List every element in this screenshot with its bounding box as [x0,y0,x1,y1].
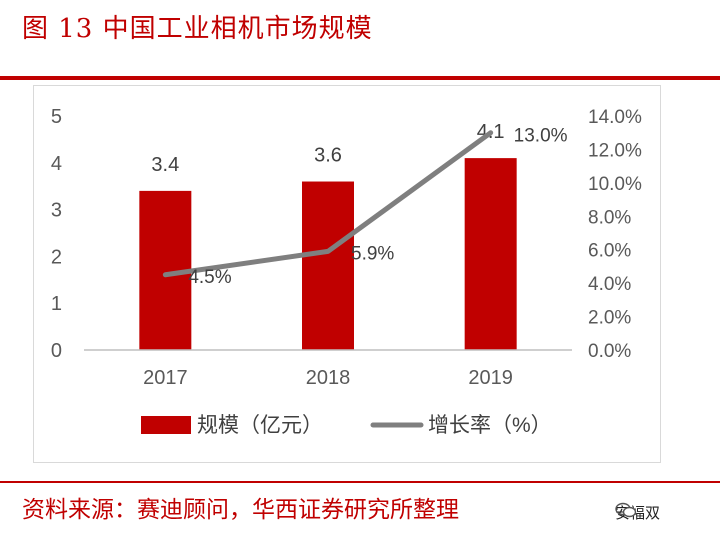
right-axis-tick-label: 6.0% [588,241,631,262]
bar-value-label: 3.4 [151,154,179,176]
line-value-label: 4.5% [188,267,231,288]
right-axis-tick-label: 2.0% [588,308,631,329]
right-axis-tick-label: 10.0% [588,174,642,195]
right-axis-tick-label: 12.0% [588,140,642,161]
right-axis-tick-label: 14.0% [588,107,642,128]
x-axis-tick-label: 2017 [143,367,188,389]
bar-2019 [464,158,517,350]
left-axis-tick-label: 3 [51,200,62,222]
left-axis-tick-label: 4 [51,153,62,175]
left-axis-tick-label: 5 [51,106,62,128]
bar-value-label: 3.6 [314,145,342,167]
figure-title: 图 13 中国工业相机市场规模 [22,14,373,44]
line-value-label: 5.9% [351,243,394,264]
chart-frame [33,85,661,463]
right-axis-tick-label: 8.0% [588,207,631,228]
title-divider [0,76,720,80]
left-axis-tick-label: 0 [51,340,62,362]
x-axis-tick-label: 2019 [468,367,513,389]
wechat-icon [615,502,637,518]
growth-rate-line [162,130,494,278]
right-axis-tick-label: 0.0% [588,341,631,362]
line-value-label: 13.0% [514,126,568,147]
left-axis-tick-label: 2 [51,246,62,268]
bar-2018 [302,181,354,350]
legend-bar-swatch [141,416,191,434]
left-axis-tick-label: 1 [51,293,62,315]
legend-bar-label: 规模（亿元） [197,414,323,437]
x-axis-tick-label: 2018 [306,367,351,389]
legend-line-label: 增长率（%） [428,414,552,437]
source-divider [0,481,720,483]
right-axis-tick-label: 4.0% [588,274,631,295]
source-note: 资料来源：赛迪顾问，华西证券研究所整理 [22,497,459,523]
watermark: 安福双 [615,502,660,523]
